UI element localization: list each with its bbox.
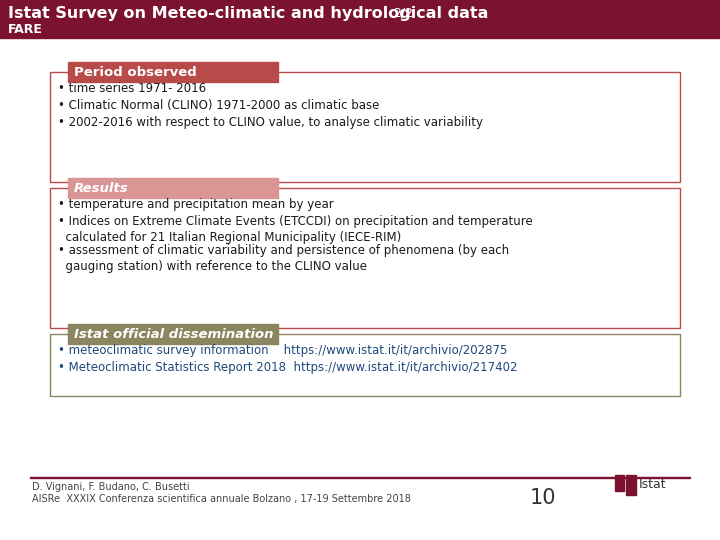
Text: Istat official dissemination: Istat official dissemination [74, 327, 274, 341]
Text: Istat: Istat [639, 478, 667, 491]
Text: AISRe  XXXIX Conferenza scientifica annuale Bolzano , 17-19 Settembre 2018: AISRe XXXIX Conferenza scientifica annua… [32, 494, 411, 504]
Bar [50, 334, 680, 396]
Text: Istat Survey on Meteo-climatic and hydrological data: Istat Survey on Meteo-climatic and hydro… [8, 6, 488, 21]
Text: Results: Results [74, 181, 129, 194]
Text: • assessment of climatic variability and persistence of phenomena (by each
  gau: • assessment of climatic variability and… [58, 244, 509, 273]
Bar [626, 475, 636, 495]
Text: • 2002-2016 with respect to CLINO value, to analyse climatic variability: • 2002-2016 with respect to CLINO value,… [58, 116, 483, 129]
Text: • Climatic Normal (CLINO) 1971-2000 as climatic base: • Climatic Normal (CLINO) 1971-2000 as c… [58, 99, 379, 112]
Bar [68, 324, 278, 344]
Bar [68, 62, 278, 82]
Text: • Meteoclimatic Statistics Report 2018  https://www.istat.it/it/archivio/217402: • Meteoclimatic Statistics Report 2018 h… [58, 361, 518, 374]
Text: • time series 1971- 2016: • time series 1971- 2016 [58, 82, 206, 95]
Text: • temperature and precipitation mean by year: • temperature and precipitation mean by … [58, 198, 334, 211]
Text: D. Vignani, F. Budano, C. Busetti: D. Vignani, F. Budano, C. Busetti [32, 482, 189, 492]
Text: 10: 10 [530, 488, 557, 508]
Bar [615, 475, 624, 491]
Bar [50, 188, 680, 328]
Bar [30, 477, 690, 478]
Bar [0, 0, 720, 38]
Text: • Indices on Extreme Climate Events (ETCCDI) on precipitation and temperature
  : • Indices on Extreme Climate Events (ETC… [58, 215, 533, 244]
Text: Period observed: Period observed [74, 65, 197, 78]
Text: FARE: FARE [8, 23, 43, 36]
Bar [50, 72, 680, 182]
Bar [68, 178, 278, 198]
Text: 2/2: 2/2 [393, 7, 413, 20]
Text: • meteoclimatic survey information    https://www.istat.it/it/archivio/202875: • meteoclimatic survey information https… [58, 344, 508, 357]
